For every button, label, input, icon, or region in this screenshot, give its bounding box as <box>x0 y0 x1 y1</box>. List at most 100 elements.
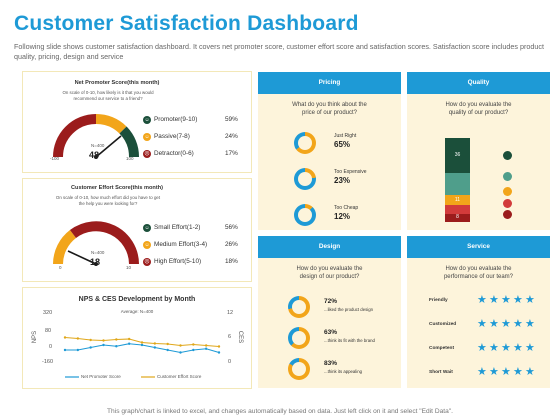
pricing-value: 65% <box>334 140 351 149</box>
data-point <box>115 338 118 341</box>
data-point <box>166 348 169 352</box>
trend-right-tick: 6 <box>228 334 232 340</box>
frown-icon: ☹ <box>143 258 151 266</box>
star-icon: ★ <box>489 342 499 354</box>
legend-label: Medium Effort(3-4) <box>154 241 208 248</box>
data-point <box>89 338 92 342</box>
star-icon: ★ <box>477 294 487 306</box>
star-icon: ★ <box>501 318 511 330</box>
pricing-value: 23% <box>334 176 351 185</box>
data-point <box>102 339 105 342</box>
ces-n: N=400 <box>91 250 105 255</box>
pricing-donut <box>294 132 316 154</box>
trend-title: NPS & CES Development by Month <box>78 296 196 303</box>
legend-label: Promoter(9-10) <box>154 116 198 123</box>
service-label: Competent <box>429 346 455 351</box>
design-value: 63% <box>324 329 338 336</box>
legend-value: 17% <box>225 150 238 157</box>
pricing-label: Just Right <box>334 133 357 139</box>
pricing-question: What do you think about the price of our… <box>292 102 367 116</box>
trend-legend-nps-swatch <box>65 376 79 378</box>
trend-chart <box>63 336 221 354</box>
dashboard-subtitle: Following slide shows customer satisfact… <box>14 42 544 61</box>
frown-icon <box>503 210 512 219</box>
design-donut <box>288 296 310 318</box>
nps-legend-detractor: ☹ Detractor(0-6) 17% <box>143 150 253 160</box>
star-icon: ★ <box>477 318 487 330</box>
legend-value: 18% <box>225 258 238 265</box>
quality-card: Quality How do you evaluate the quality … <box>407 72 550 230</box>
data-point <box>217 351 221 354</box>
ces-panel: Customer Effort Score(this month) On sca… <box>22 178 252 282</box>
star-icon: ★ <box>513 318 523 330</box>
star-icon: ★ <box>489 294 499 306</box>
smile-icon: ☺ <box>143 224 151 232</box>
star-icon: ★ <box>525 294 535 306</box>
data-point <box>76 337 80 340</box>
ces-score: 18 <box>90 257 101 267</box>
data-point <box>179 344 182 347</box>
data-point <box>166 342 169 346</box>
data-point <box>204 344 208 347</box>
data-point <box>179 351 182 354</box>
trend-right-tick: 0 <box>228 359 232 365</box>
quality-segment <box>445 205 470 215</box>
design-label: ...think its fit with the brand <box>324 338 375 343</box>
data-point <box>153 346 157 349</box>
ces-question: On scale of 0-10, how much effort did yo… <box>55 195 161 206</box>
legend-label: Detractor(0-6) <box>154 150 194 157</box>
data-point <box>153 342 157 345</box>
data-point <box>217 345 221 348</box>
design-donut <box>288 327 310 349</box>
design-value: 72% <box>324 298 338 305</box>
service-question: How do you evaluate the performance of o… <box>443 266 514 280</box>
trend-left-tick: -160 <box>42 359 54 365</box>
star-icon: ★ <box>513 294 523 306</box>
star-icon: ★ <box>525 366 535 378</box>
star-icon: ★ <box>477 342 487 354</box>
star-icon: ★ <box>489 366 499 378</box>
neutral-face-icon <box>503 187 512 196</box>
neutral-face-icon: ☺ <box>143 133 151 141</box>
pricing-label: Too Expensive <box>334 169 367 175</box>
ces-legend-high: ☹ High Effort(5-10) 18% <box>143 258 253 268</box>
service-label: Short Wait <box>429 370 453 375</box>
legend-label: Passive(7-8) <box>154 133 190 140</box>
star-icon: ★ <box>525 318 535 330</box>
dashboard-title: Customer Satisfaction Dashboard <box>14 12 359 35</box>
nps-score: 48 <box>89 150 100 160</box>
nps-min: -100 <box>50 156 60 161</box>
quality-stacked-bar: 36 11 8 <box>445 138 470 222</box>
data-point <box>127 342 131 345</box>
pricing-value: 12% <box>334 212 351 221</box>
quality-segment: 36 <box>445 138 470 174</box>
trend-left-axis: NPS <box>32 330 39 344</box>
star-icon: ★ <box>525 342 535 354</box>
design-label: ...think its appealing <box>324 369 362 374</box>
quality-header: Quality <box>407 72 550 94</box>
star-icon: ★ <box>513 366 523 378</box>
trend-panel: NPS & CES Development by Month Average: … <box>22 287 252 389</box>
trend-left-tick: 80 <box>45 328 52 334</box>
trend-legend-nps: Net Promoter Score <box>81 374 121 379</box>
quality-segment: 11 <box>445 194 470 206</box>
trend-avg: Average: N=400 <box>120 309 154 314</box>
data-point <box>115 345 118 348</box>
ces-gauge <box>53 221 139 266</box>
star-icon: ★ <box>501 342 511 354</box>
legend-value: 56% <box>225 224 238 231</box>
star-icon: ★ <box>501 366 511 378</box>
data-point <box>127 337 131 341</box>
pricing-label: Too Cheap <box>334 205 359 211</box>
ces-legend-medium: ☺ Medium Effort(3-4) 26% <box>143 241 253 251</box>
star-icon: ★ <box>501 294 511 306</box>
design-label: ...liked the product design <box>324 307 373 312</box>
trend-right-axis: CES <box>237 330 244 344</box>
nps-max: 100 <box>126 156 134 161</box>
service-label: Customized <box>429 322 457 327</box>
data-point <box>102 343 105 347</box>
ces-legend: ☺ Small Effort(1-2) 56% ☺ Medium Effort(… <box>143 224 253 266</box>
data-point <box>76 348 80 352</box>
design-value: 83% <box>324 360 338 367</box>
data-point <box>192 348 195 352</box>
